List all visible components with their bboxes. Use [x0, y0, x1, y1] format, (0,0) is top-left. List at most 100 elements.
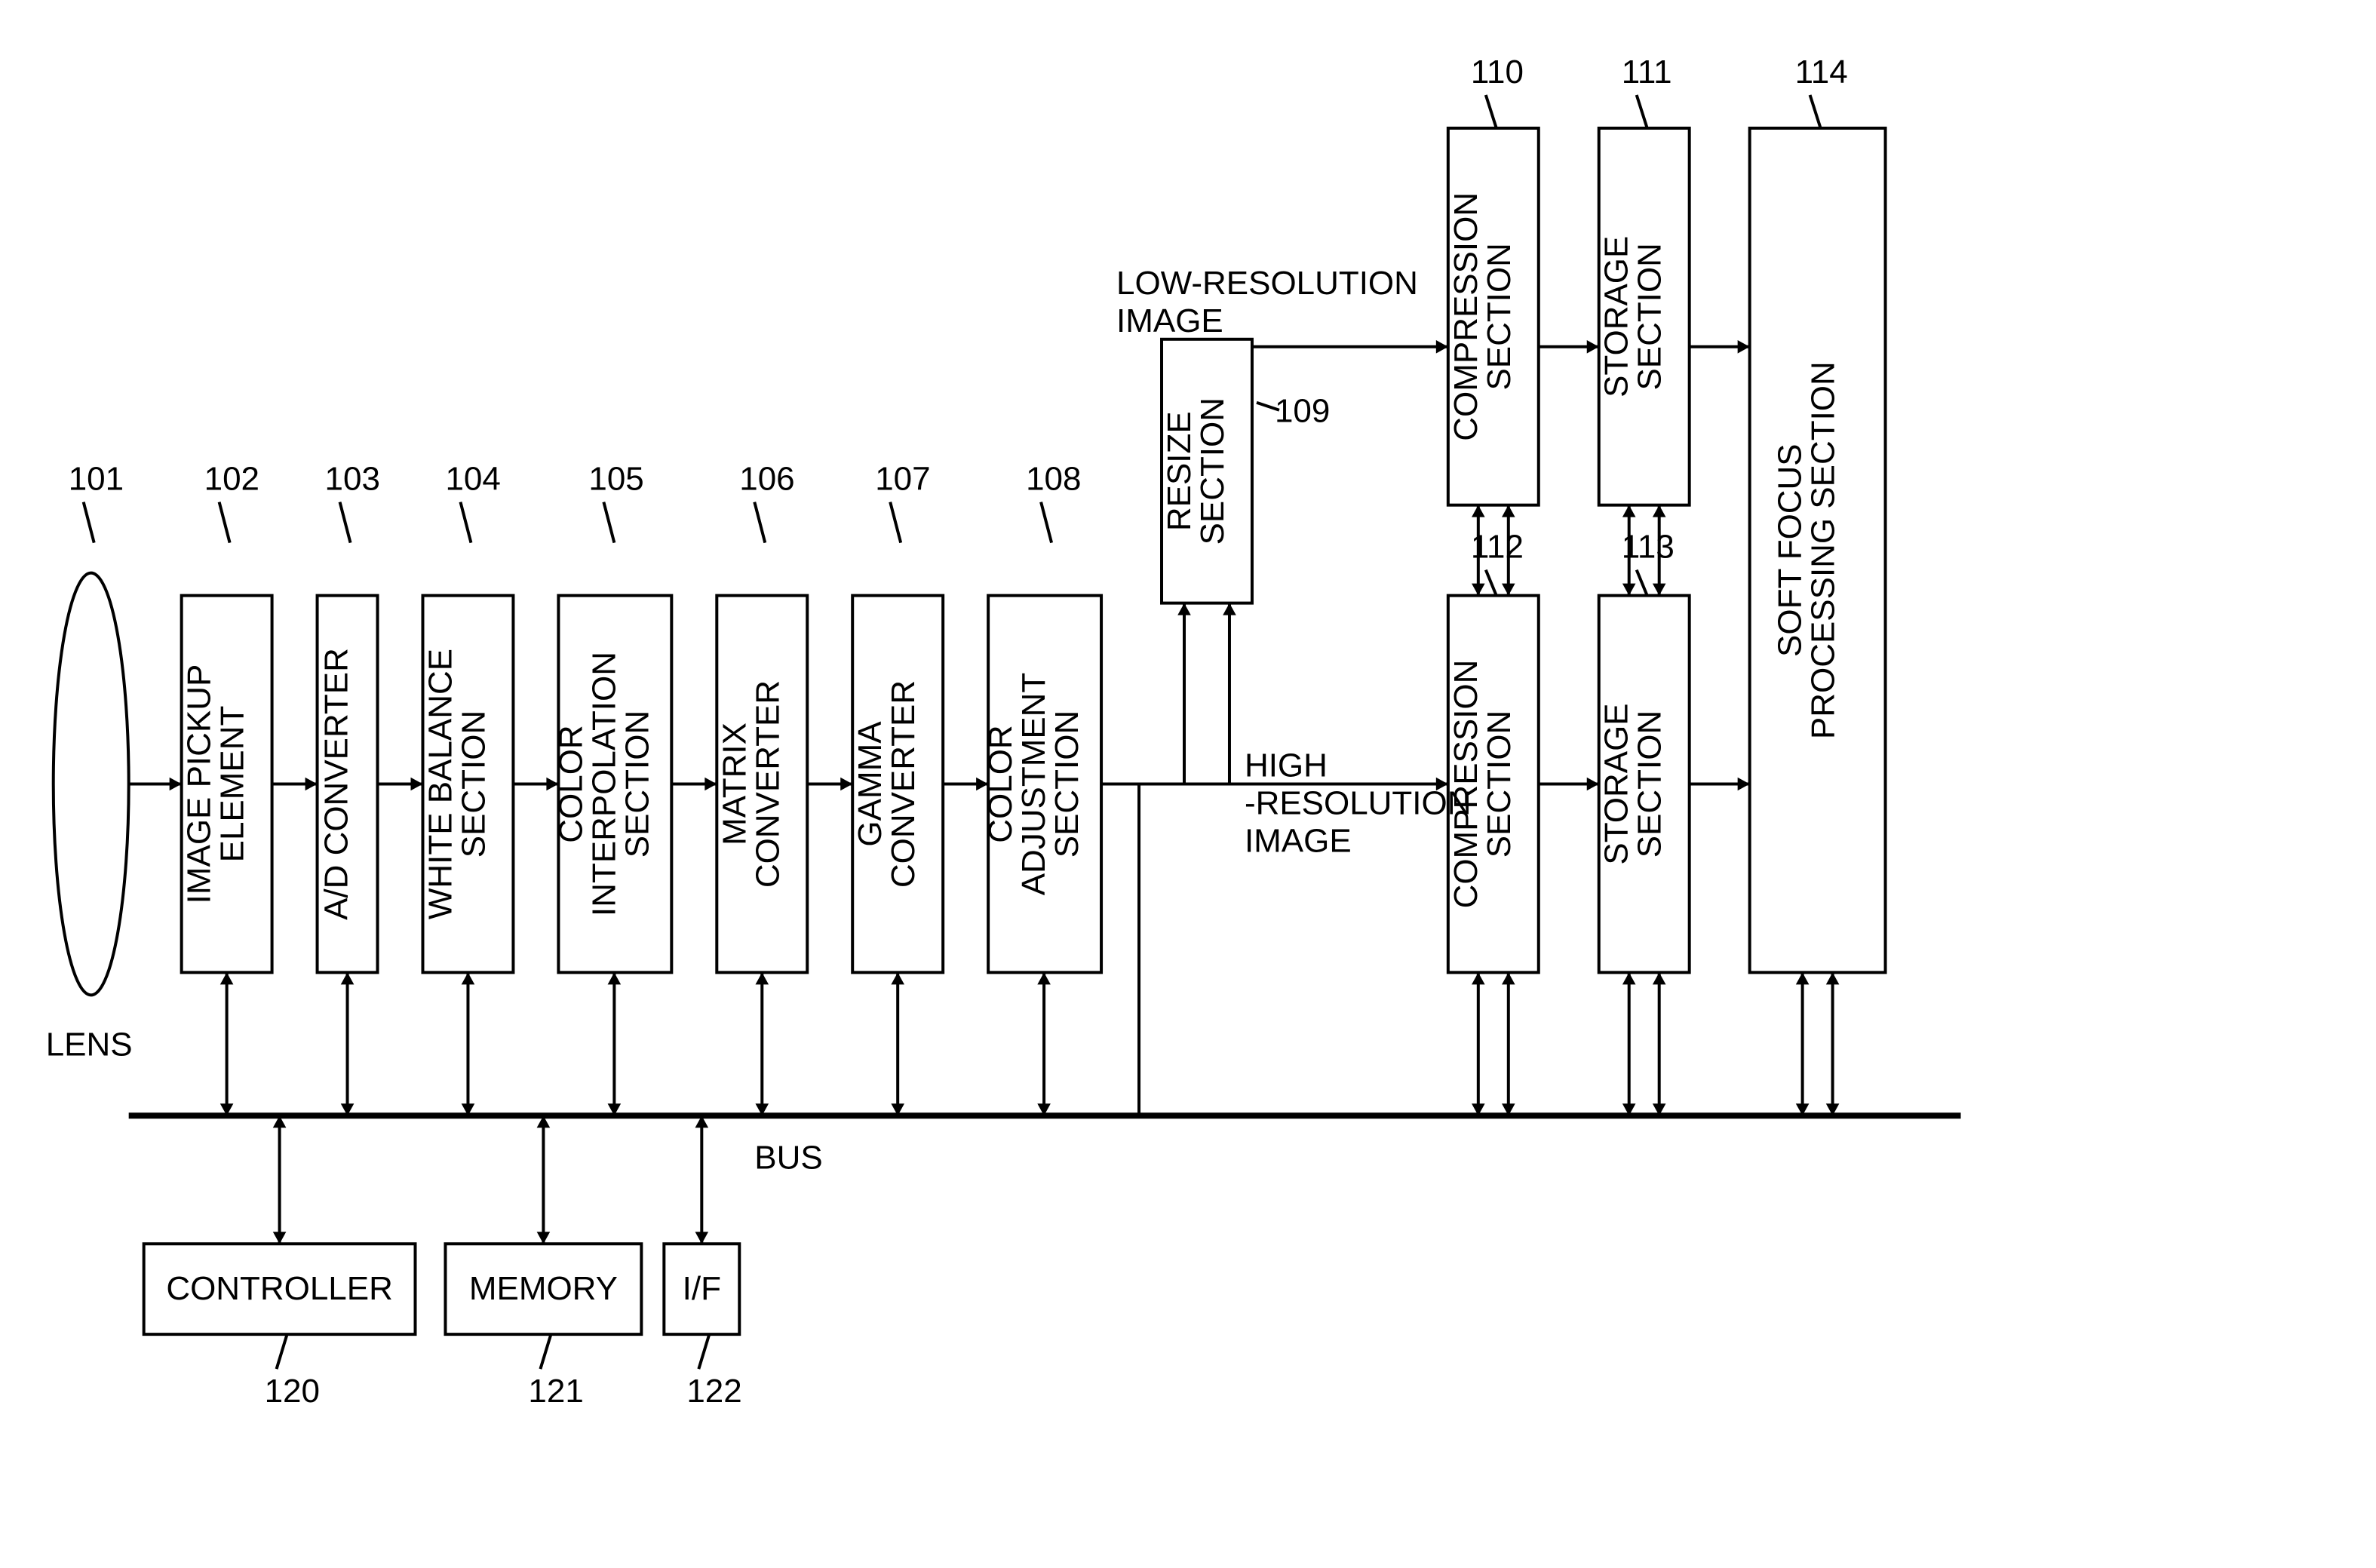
block-label: SECTION	[1481, 710, 1518, 858]
ref-tick	[754, 502, 765, 543]
ref-108: 108	[1026, 461, 1081, 498]
ref-tick	[1637, 95, 1647, 128]
ref-109: 109	[1275, 393, 1330, 430]
ref-106: 106	[739, 461, 794, 498]
ref-tick	[1041, 502, 1051, 543]
ref-tick	[1486, 570, 1497, 596]
block-label: ADJUSTMENT	[1015, 673, 1052, 896]
arrowhead	[1472, 972, 1485, 984]
ref-120: 120	[265, 1373, 320, 1410]
block-label: SECTION	[1632, 243, 1668, 390]
arrowhead	[840, 778, 852, 791]
ref-tick	[1637, 570, 1647, 596]
block-label: SECTION	[1048, 710, 1085, 858]
arrowhead	[1502, 584, 1515, 596]
arrowhead	[410, 778, 422, 791]
arrowhead	[341, 972, 355, 984]
arrowhead	[1502, 505, 1515, 517]
block-label: RESIZE	[1161, 411, 1198, 531]
ref-tick	[277, 1334, 287, 1369]
arrowhead	[1653, 505, 1666, 517]
block-label: WHITE BALANCE	[422, 649, 459, 919]
arrowhead	[305, 778, 318, 791]
arrowhead	[1738, 778, 1750, 791]
arrowhead	[608, 972, 622, 984]
ref-101: 101	[69, 461, 124, 498]
block-label: CONTROLLER	[166, 1270, 393, 1307]
diagram-layer: LENS101IMAGE PICKUPELEMENT102A/D CONVERT…	[46, 54, 1961, 1410]
block-label: SECTION	[1632, 710, 1668, 858]
arrowhead	[1622, 505, 1636, 517]
annotation-label: IMAGE	[1245, 822, 1352, 859]
block-label: INTERPOLATION	[585, 652, 622, 916]
ref-102: 102	[204, 461, 259, 498]
block-label: STORAGE	[1598, 236, 1635, 397]
arrowhead	[1738, 340, 1750, 354]
ref-104: 104	[445, 461, 500, 498]
arrowhead	[273, 1232, 287, 1244]
ref-tick	[1810, 95, 1821, 128]
ref-tick	[460, 502, 471, 543]
block-label: SECTION	[455, 710, 492, 858]
bus-label: BUS	[754, 1139, 822, 1176]
arrowhead	[537, 1232, 551, 1244]
block-label: SECTION	[1194, 397, 1231, 545]
lens-shape	[54, 573, 129, 996]
ref-tick	[219, 502, 230, 543]
block-label: SECTION	[1481, 243, 1518, 390]
block-label: MATRIX	[716, 723, 753, 845]
annotation-label: HIGH	[1245, 747, 1328, 784]
block-label: GAMMA	[852, 721, 889, 847]
block-label: SOFT FOCUS	[1772, 443, 1809, 657]
arrowhead	[462, 972, 475, 984]
block-label: I/F	[683, 1270, 721, 1307]
arrowhead	[755, 972, 769, 984]
ref-tick	[340, 502, 351, 543]
ref-105: 105	[588, 461, 643, 498]
lens-label: LENS	[46, 1026, 133, 1063]
arrowhead	[1037, 972, 1051, 984]
arrowhead	[1587, 340, 1599, 354]
ref-111: 111	[1622, 54, 1672, 91]
arrowhead	[1826, 972, 1840, 984]
ref-114: 114	[1795, 54, 1848, 91]
block-label: SECTION	[619, 710, 655, 858]
ref-tick	[698, 1334, 709, 1369]
block-label: COMPRESSION	[1447, 192, 1484, 441]
diagram-canvas: LENS101IMAGE PICKUPELEMENT102A/D CONVERT…	[0, 0, 2376, 1568]
arrowhead	[1223, 603, 1236, 615]
ref-tick	[540, 1334, 551, 1369]
block-label: ELEMENT	[214, 706, 251, 863]
arrowhead	[891, 972, 904, 984]
block-label: STORAGE	[1598, 703, 1635, 864]
ref-121: 121	[528, 1373, 583, 1410]
ref-tick	[890, 502, 901, 543]
ref-tick	[1486, 95, 1497, 128]
block-label: CONVERTER	[749, 680, 786, 888]
arrowhead	[705, 778, 717, 791]
arrowhead	[170, 778, 182, 791]
arrowhead	[1622, 972, 1636, 984]
arrowhead	[220, 972, 234, 984]
arrowhead	[1502, 972, 1515, 984]
arrowhead	[1796, 972, 1810, 984]
annotation-label: -RESOLUTION	[1245, 784, 1471, 821]
arrowhead	[1177, 603, 1191, 615]
block-label: PROCESSING SECTION	[1805, 361, 1842, 739]
block-label: CONVERTER	[885, 680, 922, 888]
ref-tick	[84, 502, 94, 543]
annotation-label: IMAGE	[1116, 302, 1223, 339]
ref-107: 107	[875, 461, 930, 498]
ref-103: 103	[325, 461, 380, 498]
arrowhead	[1653, 584, 1666, 596]
ref-122: 122	[686, 1373, 741, 1410]
block-label: MEMORY	[469, 1270, 618, 1307]
arrowhead	[1622, 584, 1636, 596]
ref-110: 110	[1471, 54, 1524, 91]
arrowhead	[695, 1232, 709, 1244]
block-label: IMAGE PICKUP	[181, 664, 218, 904]
ref-tick	[603, 502, 614, 543]
arrowhead	[1472, 584, 1485, 596]
annotation-label: LOW-RESOLUTION	[1116, 265, 1418, 302]
arrowhead	[1436, 340, 1448, 354]
